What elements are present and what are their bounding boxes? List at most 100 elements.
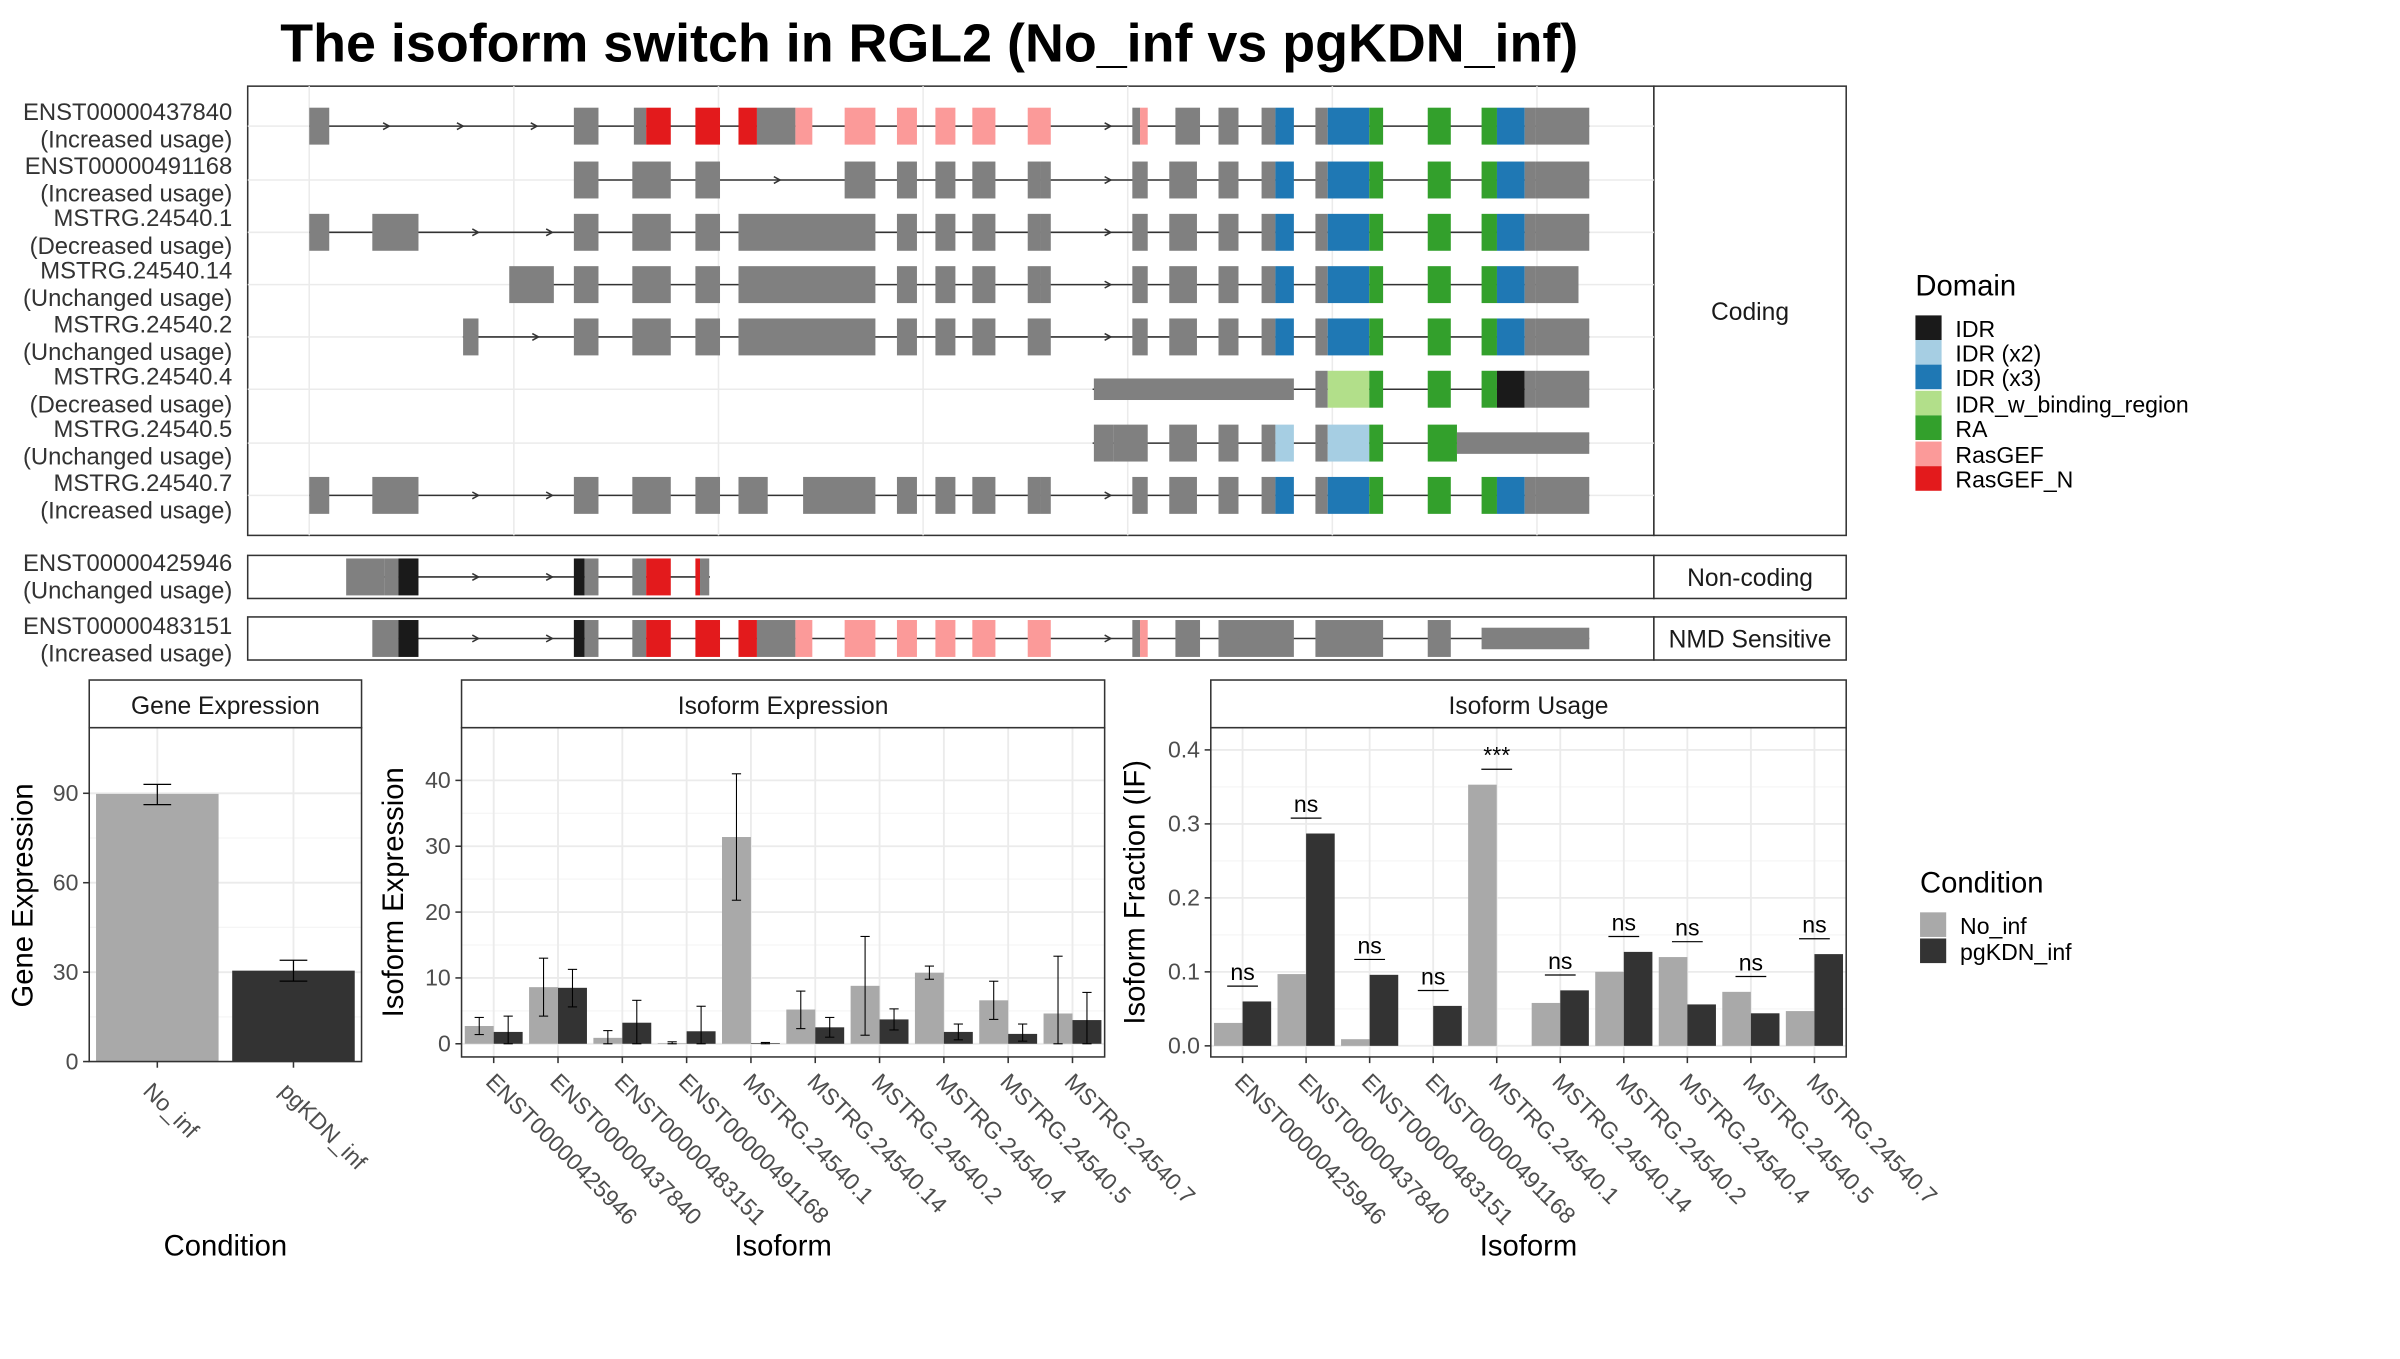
- exon-block: [1535, 213, 1590, 251]
- exon-block: [1132, 476, 1148, 514]
- noncoding-strip-label: Non-coding: [1687, 565, 1813, 592]
- legend-label-idr-x2: IDR (x2): [1955, 341, 2041, 367]
- exon-block: [1481, 318, 1497, 356]
- exon-block: [695, 213, 721, 251]
- exon-block: [1275, 476, 1294, 514]
- transcript-model: [346, 558, 710, 596]
- exon-block: [1275, 213, 1294, 251]
- exon-block: [1093, 424, 1114, 462]
- intron-direction-arrow: [545, 228, 554, 237]
- exon-block: [646, 620, 671, 657]
- exon-block: [1481, 213, 1497, 251]
- domain-legend-title: Domain: [1915, 270, 2016, 302]
- legend-label-idr-binding: IDR_w_binding_region: [1955, 391, 2188, 417]
- exon-block: [1427, 476, 1451, 514]
- exon-block: [1496, 370, 1525, 408]
- transcript-model: [573, 161, 1590, 199]
- exon-block: [896, 213, 917, 251]
- exon-block: [1218, 424, 1239, 462]
- y-tick-label: 60: [53, 869, 79, 895]
- exon-block: [695, 107, 721, 145]
- exon-block: [1481, 161, 1497, 199]
- exon-block: [1275, 161, 1294, 199]
- y-tick-label: 30: [53, 959, 79, 985]
- exon-block: [695, 161, 721, 199]
- exon-block: [1169, 424, 1197, 462]
- exon-block: [844, 161, 876, 199]
- transcript-usage-label: (Unchanged usage): [23, 285, 232, 312]
- exon-block: [1027, 476, 1041, 514]
- transcript-structure-panel: ENST00000437840 (Increased usage) ENST00…: [23, 85, 1847, 668]
- isoform-expression-strip: [460, 679, 1106, 729]
- gene-expression-x-axis-title: Condition: [164, 1230, 287, 1262]
- significance-label: ***: [1483, 742, 1510, 768]
- transcript-model: [1092, 424, 1590, 462]
- bar-no-inf: [1722, 991, 1751, 1046]
- legend-swatch-ra: [1915, 415, 1942, 441]
- exon-block: [372, 476, 419, 514]
- exon-block: [1427, 318, 1451, 356]
- exon-block: [1132, 620, 1141, 657]
- exon-block: [972, 161, 996, 199]
- exon-block: [972, 318, 996, 356]
- exon-block: [1140, 620, 1148, 657]
- exon-block: [1040, 476, 1051, 514]
- y-tick-label: 0.3: [1168, 811, 1200, 837]
- exon-block: [1481, 476, 1497, 514]
- legend-label-ra: RA: [1955, 416, 1988, 442]
- exon-block: [1327, 318, 1370, 356]
- gene-expression-chart-title: Gene Expression: [131, 693, 320, 720]
- exon-block: [573, 213, 599, 251]
- intron-direction-arrow: [471, 634, 481, 643]
- transcript-usage-label: (Decreased usage): [30, 391, 233, 418]
- exon-block: [1218, 161, 1239, 199]
- isoform-usage-chart-title: Isoform Usage: [1448, 693, 1608, 720]
- exon-block: [1238, 620, 1294, 657]
- intron-direction-arrow: [1104, 280, 1113, 289]
- exon-block: [1327, 161, 1370, 199]
- exon-block: [632, 476, 671, 514]
- y-tick-label: 40: [425, 767, 451, 793]
- exon-block: [1027, 266, 1041, 304]
- exon-block: [1169, 213, 1197, 251]
- exon-block: [1535, 107, 1590, 145]
- intron-direction-arrow: [545, 572, 554, 581]
- transcript-model: [509, 266, 1579, 304]
- legend-label-pgkdn-inf: pgKDN_inf: [1960, 939, 2072, 965]
- legend-swatch-idr: [1915, 315, 1942, 341]
- exon-block: [632, 266, 671, 304]
- legend-swatch-rasgef: [1915, 441, 1942, 467]
- exon-block: [1327, 107, 1370, 145]
- gene-expression-y-axis-title: Gene Expression: [7, 783, 39, 1007]
- exon-block: [1427, 424, 1457, 462]
- exon-block: [1327, 370, 1370, 408]
- transcript-id-label: ENST00000425946: [23, 550, 232, 577]
- isoform-usage-y-axis-title: Isoform Fraction (IF): [1120, 760, 1152, 1025]
- exon-block: [738, 318, 876, 356]
- exon-block: [1481, 107, 1497, 145]
- transcript-model: [309, 476, 1590, 514]
- condition-legend: Condition No_inf pgKDN_inf: [1920, 867, 2072, 965]
- significance-label: ns: [1675, 915, 1699, 941]
- exon-block: [1524, 370, 1536, 408]
- exon-block: [1261, 161, 1276, 199]
- transcript-model: [309, 107, 1590, 145]
- exon-block: [1315, 266, 1328, 304]
- significance-label: ns: [1421, 963, 1445, 989]
- transcript-usage-label: (Unchanged usage): [23, 339, 232, 366]
- exon-block: [1427, 213, 1451, 251]
- exon-block: [1427, 266, 1451, 304]
- bar-no-inf: [1531, 1002, 1561, 1046]
- exon-block: [935, 161, 956, 199]
- exon-block: [795, 620, 813, 657]
- y-tick-label: 0.4: [1168, 737, 1200, 763]
- exon-block: [1218, 620, 1239, 657]
- exon-block: [896, 620, 917, 657]
- exon-block: [1481, 370, 1497, 408]
- exon-block: [509, 266, 554, 304]
- exon-block: [1369, 370, 1384, 408]
- exon-block: [1218, 213, 1239, 251]
- significance-label: ns: [1802, 912, 1826, 938]
- noncoding-strip: [1653, 554, 1847, 600]
- exon-block: [1315, 370, 1328, 408]
